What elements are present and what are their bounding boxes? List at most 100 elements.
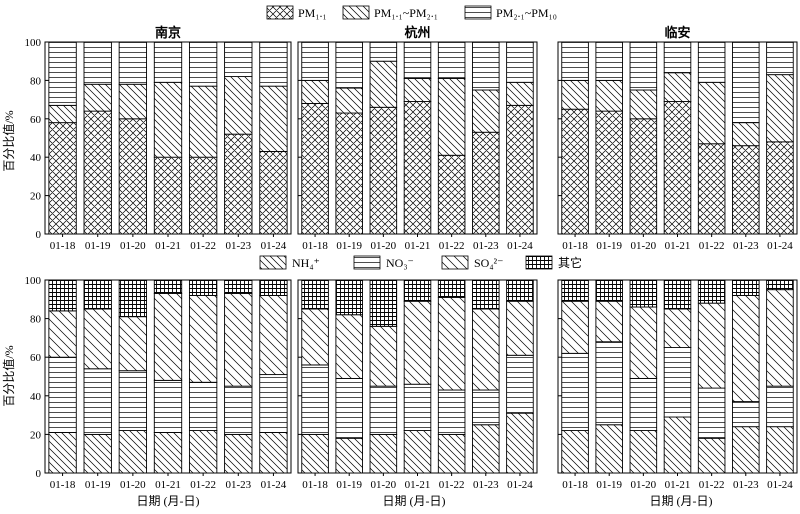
x-tick-label: 01-21 xyxy=(405,240,431,252)
bar-segment xyxy=(437,389,466,435)
bar-segment xyxy=(629,118,658,235)
legend-item-pm21-10: PM₂.₁~PM₁₀ xyxy=(464,5,557,20)
bar-segment xyxy=(335,377,363,439)
bar-segment xyxy=(83,279,112,310)
bar-segment xyxy=(301,79,329,104)
bar-segment xyxy=(224,76,253,135)
x-tick-label: 01-22 xyxy=(439,240,465,252)
legend-label-pm11-21: PM₁.₁~PM₂.₁ xyxy=(374,6,438,20)
bar-segment xyxy=(561,279,589,302)
legend-label-pm21-10: PM₂.₁~PM₁₀ xyxy=(496,6,557,20)
legend-item-pm11-21: PM₁.₁~PM₂.₁ xyxy=(342,5,438,20)
bar-segment xyxy=(561,352,589,431)
bar-segment xyxy=(595,300,623,343)
legend-label-nh4: NH₄⁺ xyxy=(292,256,320,270)
bar-segment xyxy=(83,308,112,370)
bar-segment xyxy=(118,316,148,372)
bar-segment xyxy=(506,279,534,302)
x-axis-label-right: 日期 (月-日) xyxy=(650,494,713,508)
bar-segment xyxy=(48,279,77,312)
bar-segment xyxy=(403,300,432,385)
bar-segment xyxy=(301,364,329,435)
bar-segment xyxy=(629,306,658,379)
bar-segment xyxy=(561,430,589,474)
bar-segment xyxy=(118,83,148,120)
bar-segment xyxy=(153,156,183,235)
bar-segment xyxy=(766,289,794,387)
x-tick-label: 01-22 xyxy=(190,240,216,252)
bar-segment xyxy=(629,41,658,91)
bar-segment xyxy=(48,356,77,433)
x-axis-label-middle: 日期 (月-日) xyxy=(383,494,446,508)
bar-segment xyxy=(595,341,623,426)
x-tick-label: 01-19 xyxy=(85,240,111,252)
y-tick-label: 100 xyxy=(25,37,42,49)
x-tick-label: 01-23 xyxy=(733,240,759,252)
bar-segment xyxy=(118,41,148,85)
x-tick-label: 01-24 xyxy=(261,479,287,491)
y-tick-label: 80 xyxy=(30,75,42,87)
bar-segment xyxy=(403,279,432,302)
bar-segment xyxy=(561,41,589,81)
y-tick-label: 0 xyxy=(36,468,42,480)
x-tick-label: 01-22 xyxy=(699,240,725,252)
bar-segment xyxy=(506,412,534,474)
x-tick-label: 01-22 xyxy=(439,479,465,491)
y-tick-label: 60 xyxy=(30,352,42,364)
bar-segment xyxy=(259,150,288,235)
bar-segment xyxy=(259,432,288,474)
bar-segment xyxy=(259,294,288,376)
x-tick-label: 01-23 xyxy=(225,240,251,252)
x-tick-label: 01-19 xyxy=(85,479,111,491)
bar-segment xyxy=(335,87,363,114)
x-tick-label: 01-24 xyxy=(507,240,533,252)
bar-segment xyxy=(83,83,112,112)
bar-segment xyxy=(629,89,658,120)
panel-5: 01-18 01-19 01-20 01-21 01-22 01-23 01-24 xyxy=(297,279,538,491)
bar-segment xyxy=(472,89,500,133)
legend-item-other: 其它 xyxy=(525,255,582,270)
y-axis-label-top: 百分比值/% xyxy=(1,110,16,171)
x-tick-label: 01-20 xyxy=(371,479,397,491)
bar-segment xyxy=(697,387,726,439)
bar-segment xyxy=(472,131,500,235)
bar-segment xyxy=(188,294,218,383)
bar-segment xyxy=(437,296,466,391)
bar-segment xyxy=(188,381,218,431)
bar-segment xyxy=(437,78,466,156)
bar-segment xyxy=(188,85,218,158)
x-tick-label: 01-19 xyxy=(596,240,622,252)
bar-segment xyxy=(663,308,692,349)
y-tick-label: 100 xyxy=(25,275,42,287)
bar-segment xyxy=(766,426,794,474)
bar-segment xyxy=(188,430,218,474)
bar-segment xyxy=(188,279,218,296)
bar-segment xyxy=(732,426,760,474)
bar-segment xyxy=(259,374,288,433)
x-tick-label: 01-20 xyxy=(120,479,146,491)
bar-segment xyxy=(83,368,112,435)
x-tick-label: 01-19 xyxy=(596,479,622,491)
bar-segment xyxy=(259,41,288,87)
legend-bottom: NH₄⁺ NO₃⁻ SO₄²⁻ 其它 xyxy=(259,255,582,270)
legend-item-nh4: NH₄⁺ xyxy=(259,255,320,270)
bar-segment xyxy=(766,41,794,76)
x-tick-label: 01-23 xyxy=(225,479,251,491)
bar-segment xyxy=(766,385,794,428)
bar-segment xyxy=(301,41,329,81)
bar-segment xyxy=(118,430,148,474)
bar-segment xyxy=(153,41,183,83)
y-tick-label: 20 xyxy=(30,191,42,203)
bar-segment xyxy=(437,279,466,298)
y-axis-label-bottom: 百分比值/% xyxy=(1,345,16,406)
bar-segment xyxy=(369,41,398,62)
bar-segment xyxy=(437,154,466,235)
legend-item-so4: SO₄²⁻ xyxy=(441,255,503,270)
panel-3: 临安 01-18 01-19 01-20 01-21 01-22 01-23 01-24 xyxy=(557,25,798,252)
bar-segment xyxy=(153,279,183,294)
bar-segment xyxy=(153,293,183,381)
bar-segment xyxy=(663,347,692,418)
bar-segment xyxy=(766,74,794,143)
x-tick-label: 01-21 xyxy=(665,479,691,491)
